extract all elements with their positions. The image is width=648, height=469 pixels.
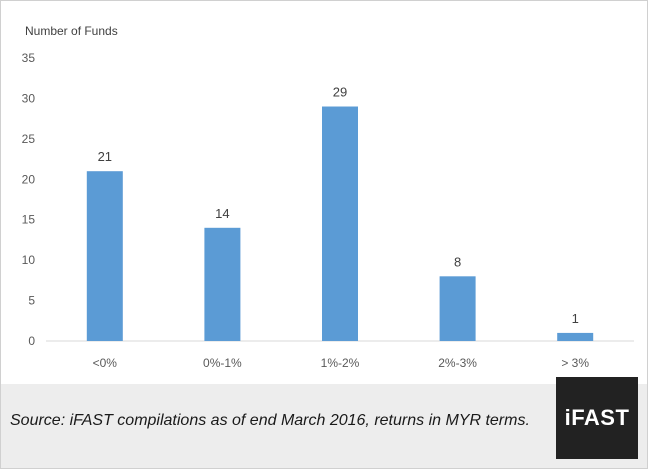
data-label: 21: [98, 149, 112, 164]
bar: [322, 106, 358, 341]
data-label: 1: [572, 311, 579, 326]
bar: [86, 171, 123, 341]
x-tick-label: > 3%: [561, 356, 589, 370]
bar: [204, 227, 241, 341]
source-note: Source: iFAST compilations as of end Mar…: [10, 412, 530, 429]
y-tick-label: 5: [28, 294, 35, 308]
data-label: 8: [454, 254, 461, 269]
bars: 21 14 29 8 1: [86, 85, 594, 341]
data-label: 14: [215, 206, 229, 221]
bar: [439, 276, 476, 341]
y-tick-label: 30: [22, 91, 36, 105]
x-tick-label: 0%-1%: [203, 356, 242, 370]
y-tick-label: 20: [22, 172, 36, 186]
data-label: 29: [333, 85, 347, 100]
y-axis-ticks: 0 5 10 15 20 25 30 35: [22, 51, 36, 348]
ifast-logo: iFAST: [556, 377, 638, 459]
y-tick-label: 25: [22, 132, 36, 146]
x-tick-label: <0%: [93, 356, 118, 370]
y-axis-label: Number of Funds: [25, 24, 118, 38]
source-footer: Source: iFAST compilations as of end Mar…: [1, 377, 647, 468]
y-tick-label: 35: [22, 51, 36, 65]
x-axis-ticks: <0% 0%-1% 1%-2% 2%-3% > 3%: [93, 356, 590, 370]
y-tick-label: 10: [22, 253, 36, 267]
x-tick-label: 1%-2%: [321, 356, 360, 370]
x-tick-label: 2%-3%: [438, 356, 477, 370]
y-tick-label: 0: [28, 334, 35, 348]
bar: [557, 332, 594, 341]
logo-text: iFAST: [564, 405, 630, 430]
y-tick-label: 15: [22, 213, 36, 227]
